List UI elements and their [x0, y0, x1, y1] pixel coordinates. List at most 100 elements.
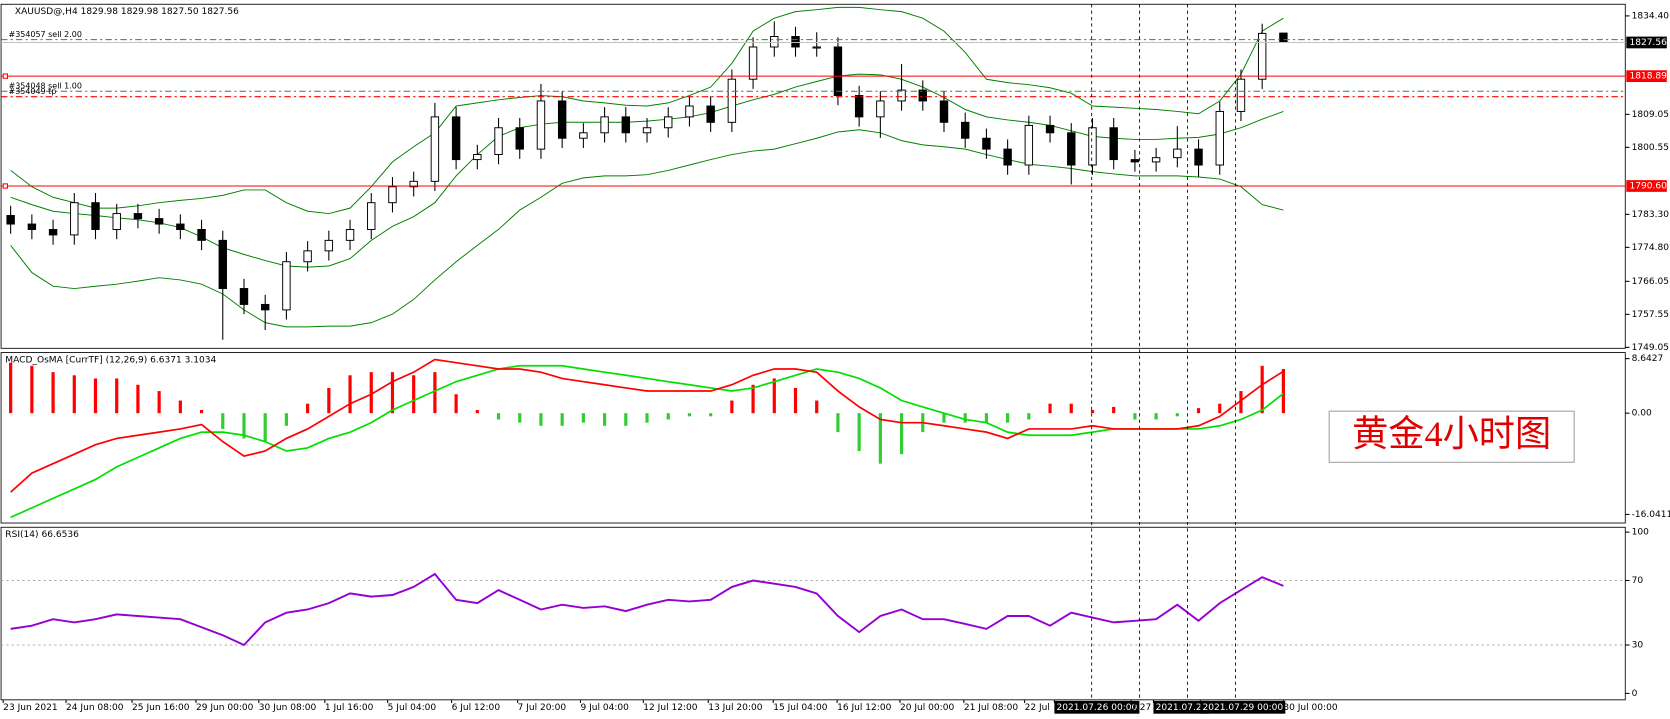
panel-frame	[0, 526, 1626, 701]
x-tick-label: 15 Jul 04:00	[773, 703, 827, 713]
candle-body	[918, 89, 927, 102]
candle-body	[642, 127, 652, 134]
histogram-bar	[327, 387, 331, 414]
x-label-box	[1054, 700, 1140, 714]
candle-body	[1024, 124, 1034, 166]
bollinger-upper	[10, 6, 1284, 215]
y-tick-label: 1834.40	[1632, 11, 1670, 21]
histogram-bar	[136, 384, 140, 414]
histogram-bar	[306, 403, 310, 414]
candle-body	[367, 202, 376, 230]
candle-body	[494, 127, 503, 156]
histogram-bar	[857, 413, 861, 452]
candle-body	[939, 100, 949, 123]
candle-body	[876, 100, 885, 118]
y-tick-label: -16.0411	[1632, 510, 1670, 520]
level-label: #354049 tp	[9, 87, 57, 96]
candle-body	[91, 202, 100, 230]
candle-body	[579, 132, 588, 139]
histogram-bar	[539, 413, 543, 426]
candle-body	[1236, 78, 1246, 112]
candle-body	[1067, 132, 1076, 166]
price-tag-label: 1818.89	[1630, 72, 1668, 82]
histogram-bar	[348, 375, 352, 414]
candle-body	[515, 127, 524, 150]
histogram-bar	[984, 413, 989, 423]
y-tick-label: 1774.80	[1632, 243, 1670, 253]
histogram-bar	[772, 378, 776, 414]
candle-body	[451, 116, 461, 161]
candle-body	[282, 261, 291, 311]
histogram-bar	[1239, 391, 1243, 414]
candle-body	[664, 116, 673, 129]
annotation-box: 黄金4小时图	[1328, 410, 1575, 463]
y-tick-label: 1809.05	[1632, 110, 1669, 120]
histogram-bar	[560, 413, 564, 426]
histogram-bar	[1112, 406, 1116, 414]
histogram-bar	[1069, 403, 1073, 414]
histogram-bar	[51, 372, 55, 414]
histogram-bar	[942, 413, 946, 423]
candle-body	[1109, 127, 1118, 161]
y-tick-label: 100	[1632, 528, 1650, 538]
level-label: #354048 sell 1.00	[9, 81, 82, 90]
y-tick-label: 1749.05	[1632, 343, 1669, 353]
x-tick-label: 5 Jul 04:00	[388, 703, 437, 713]
x-tick-label: 2021.07.29 00:00	[1202, 703, 1283, 713]
candle-body	[536, 100, 546, 150]
y-tick-label: 70	[1632, 576, 1644, 586]
histogram-bar	[963, 413, 967, 423]
annotation: 黄金4小时图	[1352, 414, 1551, 454]
candle-body	[897, 89, 906, 102]
histogram-bar	[390, 372, 395, 414]
panel-title: XAUUSD@,H4 1829.98 1829.98 1827.50 1827.…	[15, 7, 239, 17]
level-handle	[2, 73, 8, 79]
histogram-bar	[1218, 403, 1222, 414]
histogram-bar	[751, 384, 755, 414]
histogram-bar	[730, 400, 734, 414]
histogram-bar	[1133, 413, 1137, 420]
histogram-bar	[93, 378, 98, 414]
histogram-bar	[496, 413, 501, 420]
histogram-bar	[1196, 408, 1201, 414]
histogram-bar	[687, 413, 692, 417]
x-tick-label: 24 Jun 08:00	[66, 703, 124, 713]
histogram-bar	[1027, 413, 1031, 420]
x-tick-label: 30 Jul 00:00	[1283, 703, 1337, 713]
x-label-box	[1153, 700, 1210, 714]
candle-body	[621, 116, 631, 134]
x-tick-label: 16 Jul 12:00	[837, 703, 891, 713]
rsi-line	[10, 572, 1284, 647]
candle-body	[48, 229, 58, 236]
candle-body	[345, 229, 355, 241]
candle-body	[70, 202, 79, 236]
x-tick-label: 7.27	[1131, 703, 1151, 713]
candle-body	[854, 95, 864, 118]
histogram-bar	[709, 413, 713, 417]
y-tick-label: 1783.30	[1632, 210, 1670, 220]
signal-line	[10, 364, 1284, 519]
price-tag	[1626, 36, 1667, 49]
price-tag	[1626, 70, 1667, 82]
histogram-bar	[412, 375, 416, 414]
x-tick-label: 7 Jul 20:00	[518, 703, 567, 713]
x-tick-label: 2021.07.26 00:00	[1057, 703, 1138, 713]
macd-line	[10, 358, 1284, 493]
histogram-bar	[793, 387, 798, 414]
candle-body	[473, 154, 482, 161]
candle-body	[1088, 127, 1097, 166]
x-tick-label: 2021.07.28	[1156, 703, 1208, 713]
histogram-bar	[72, 375, 76, 414]
level-handle	[2, 183, 8, 189]
candle-body	[1279, 32, 1288, 43]
candle-body	[1130, 159, 1140, 163]
histogram-bar	[284, 413, 289, 426]
candle-body	[770, 36, 779, 48]
histogram-bar	[30, 365, 34, 414]
histogram-bar	[1048, 403, 1052, 414]
y-tick-label: 1757.55	[1632, 310, 1669, 320]
candle-body	[960, 121, 970, 139]
histogram-bar	[899, 413, 904, 455]
candle-body	[727, 78, 737, 123]
